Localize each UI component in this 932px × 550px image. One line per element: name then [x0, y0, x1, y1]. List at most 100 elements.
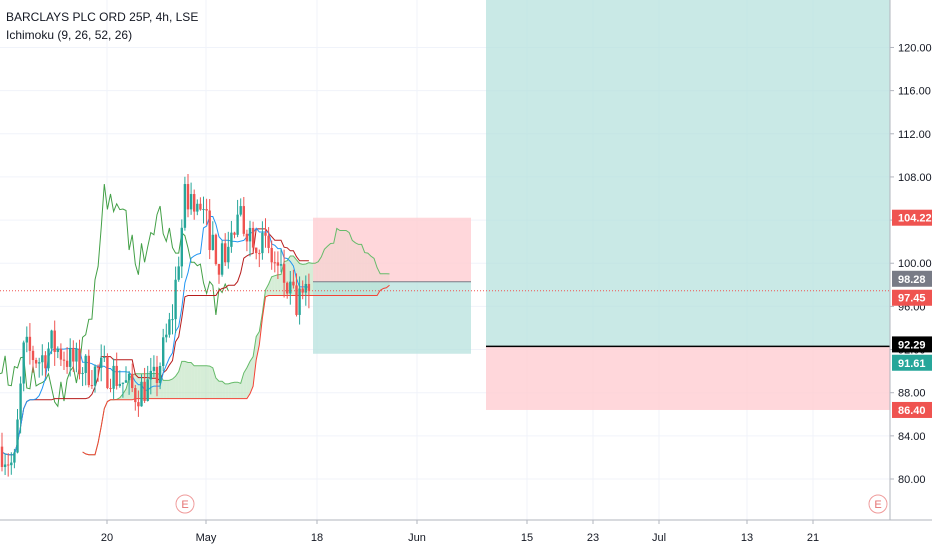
- candle-80: [248, 220, 252, 257]
- x-tick-label-0: 20: [101, 532, 113, 544]
- long-position-large[interactable]: [486, 0, 890, 410]
- candle-body: [75, 348, 78, 362]
- cloud-segment-46: [225, 383, 229, 399]
- candle-50: [155, 355, 159, 397]
- position-boxes[interactable]: [313, 0, 890, 410]
- candle-26: [81, 367, 84, 387]
- candle-body: [149, 370, 152, 380]
- candle-83: [258, 249, 261, 268]
- candle-body: [214, 234, 218, 265]
- base-line: [1, 228, 309, 456]
- y-tick-label-9: 116.00: [898, 86, 931, 98]
- candle-24: [75, 342, 78, 373]
- price-tag-98-28: 98.28: [892, 270, 932, 287]
- earnings-marker-0[interactable]: E: [175, 494, 195, 514]
- price-tag-bg: [892, 336, 932, 353]
- candle-body: [298, 288, 301, 315]
- candle-body: [118, 383, 121, 386]
- candle-31: [96, 364, 100, 382]
- candle-64: [199, 197, 202, 211]
- candle-body: [10, 462, 13, 466]
- candle-body: [143, 381, 146, 401]
- candle-30: [93, 364, 97, 393]
- candle-9: [28, 323, 32, 365]
- candle-body: [295, 285, 298, 315]
- candle-41: [127, 370, 131, 395]
- y-tick-label-2: 88.00: [898, 388, 926, 400]
- x-tick-label-3: Jun: [408, 532, 426, 544]
- candle-23: [72, 340, 75, 372]
- cloud-segment-39: [203, 365, 207, 399]
- candle-body: [62, 359, 66, 361]
- candle-body: [100, 357, 103, 368]
- candle-33: [103, 345, 106, 363]
- candle-20: [62, 351, 66, 370]
- cloud-segment-52: [243, 367, 247, 399]
- candle-40: [124, 366, 128, 383]
- y-tick-label-5: 100.00: [898, 258, 932, 270]
- candle-79: [245, 229, 249, 252]
- candle-body: [189, 194, 193, 210]
- candle-53: [165, 323, 168, 343]
- candle-1: [3, 453, 7, 476]
- candle-77: [239, 198, 242, 217]
- cloud-segment-33: [184, 361, 188, 399]
- y-tick-label-0: 80.00: [898, 474, 926, 486]
- earnings-marker-circle: [175, 494, 195, 514]
- profit-zone: [313, 281, 471, 354]
- candle-body: [31, 350, 35, 361]
- short-position-small[interactable]: [313, 217, 471, 354]
- candle-body: [93, 366, 97, 386]
- candle-body: [34, 360, 38, 364]
- candle-body: [112, 365, 115, 389]
- cloud-segment-27: [166, 380, 170, 399]
- candle-74: [230, 220, 233, 253]
- candle-body: [59, 348, 63, 360]
- candle-body: [180, 227, 183, 267]
- candle-body: [131, 373, 134, 389]
- candle-66: [205, 198, 208, 226]
- candle-body: [242, 206, 245, 234]
- candle-body: [69, 347, 72, 367]
- cloud-segment-14: [126, 378, 130, 400]
- cloud-segment-51: [240, 372, 244, 399]
- earnings-marker-1[interactable]: E: [868, 494, 888, 514]
- candle-3: [10, 452, 13, 475]
- candle-body: [286, 282, 289, 294]
- candle-body: [270, 247, 273, 263]
- candle-body: [134, 388, 137, 403]
- candle-body: [127, 373, 131, 381]
- candle-body: [84, 355, 87, 373]
- loss-zone: [313, 217, 471, 282]
- candle-4: [13, 448, 16, 469]
- cloud-segment-29: [172, 376, 176, 399]
- candle-body: [193, 194, 196, 212]
- candle-body: [158, 366, 162, 383]
- candle-body: [202, 209, 205, 211]
- candle-body: [53, 330, 56, 352]
- cloud-segment-54: [250, 356, 254, 394]
- indicator-title[interactable]: Ichimoku (9, 26, 52, 26): [6, 28, 133, 42]
- candle-body: [307, 283, 311, 291]
- symbol-title[interactable]: BARCLAYS PLC ORD 25P, 4h, LSE: [6, 10, 199, 24]
- candle-55: [171, 304, 174, 335]
- cloud-segment-36: [194, 365, 198, 399]
- candle-body: [248, 227, 252, 242]
- candle-81: [251, 221, 255, 253]
- candle-43: [134, 384, 137, 411]
- candle-body: [22, 342, 25, 384]
- cloud-segment-70: [299, 263, 303, 296]
- y-tick-label-10: 120.00: [898, 42, 932, 54]
- candle-body: [165, 334, 168, 338]
- candle-67: [208, 199, 211, 260]
- candle-0: [0, 432, 4, 472]
- candle-body: [258, 253, 261, 255]
- cloud-segment-30: [175, 371, 179, 399]
- candle-body: [56, 348, 59, 352]
- candle-body: [186, 184, 190, 210]
- ichimoku-lines: [0, 183, 390, 456]
- candle-84: [261, 221, 264, 260]
- candle-body: [264, 232, 267, 236]
